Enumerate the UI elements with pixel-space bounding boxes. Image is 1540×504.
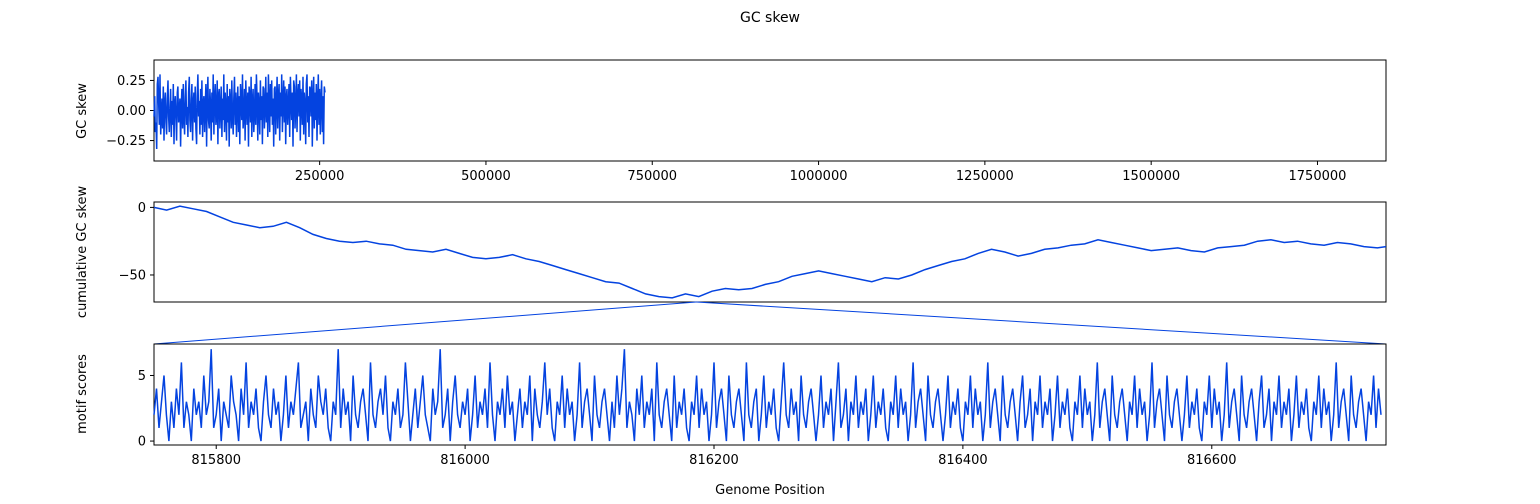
cumulative-gc-skew-panel: cumulative GC skew 0 −50 (75, 186, 1387, 319)
x-tick-label: 816600 (1187, 453, 1237, 468)
y-tick-label: 0 (138, 201, 146, 216)
gc-skew-ticks: −0.25 0.00 0.25 250000 500000 750000 1000000 12… (106, 74, 1346, 184)
x-tick-label: 500000 (461, 169, 511, 184)
x-tick-label: 750000 (627, 169, 677, 184)
motif-scores-panel: motif scores 0 5 815800 816000 816200 816400 8… (75, 343, 1387, 498)
x-tick-label: 1500000 (1122, 169, 1180, 184)
gc-skew-y-axis-label: GC skew (75, 83, 90, 139)
x-tick-label: 816000 (440, 453, 490, 468)
motif-scores-series-line (153, 349, 1382, 442)
x-tick-label: 1250000 (956, 169, 1014, 184)
y-tick-label: 0 (138, 435, 146, 450)
x-tick-label: 815800 (191, 453, 241, 468)
x-tick-label: 816200 (689, 453, 739, 468)
zoom-connector-left (153, 301, 697, 345)
x-tick-label: 1000000 (790, 169, 848, 184)
x-tick-label: 816400 (938, 453, 988, 468)
motif-scores-axes-frame (153, 343, 1387, 446)
y-tick-label: 5 (138, 369, 146, 384)
x-tick-label: 1750000 (1289, 169, 1347, 184)
gc-skew-axes-frame (153, 59, 1387, 162)
gc-skew-panel: GC skew −0.25 0.00 0.25 250000 500000 750000 1… (75, 59, 1387, 184)
figure-title: GC skew (740, 10, 800, 26)
motif-scores-y-axis-label: motif scores (75, 354, 90, 434)
y-tick-label: 0.00 (117, 104, 146, 119)
cumulative-gc-skew-axes-frame (153, 201, 1387, 303)
zoom-connector-lines (153, 301, 1387, 345)
cumulative-gc-skew-ticks: 0 −50 (119, 201, 154, 283)
x-axis-label: Genome Position (715, 483, 825, 498)
y-tick-label: −0.25 (106, 134, 146, 149)
zoom-connector-right (696, 301, 1387, 345)
x-tick-label: 250000 (295, 169, 345, 184)
motif-scores-ticks: 0 5 815800 816000 816200 816400 816600 (138, 369, 1237, 468)
y-tick-label: 0.25 (117, 74, 146, 89)
cumulative-gc-skew-series-line (153, 205, 1387, 299)
cumulative-gc-skew-y-axis-label: cumulative GC skew (75, 186, 90, 319)
gc-skew-series-line (153, 74, 326, 150)
y-tick-label: −50 (119, 268, 146, 283)
